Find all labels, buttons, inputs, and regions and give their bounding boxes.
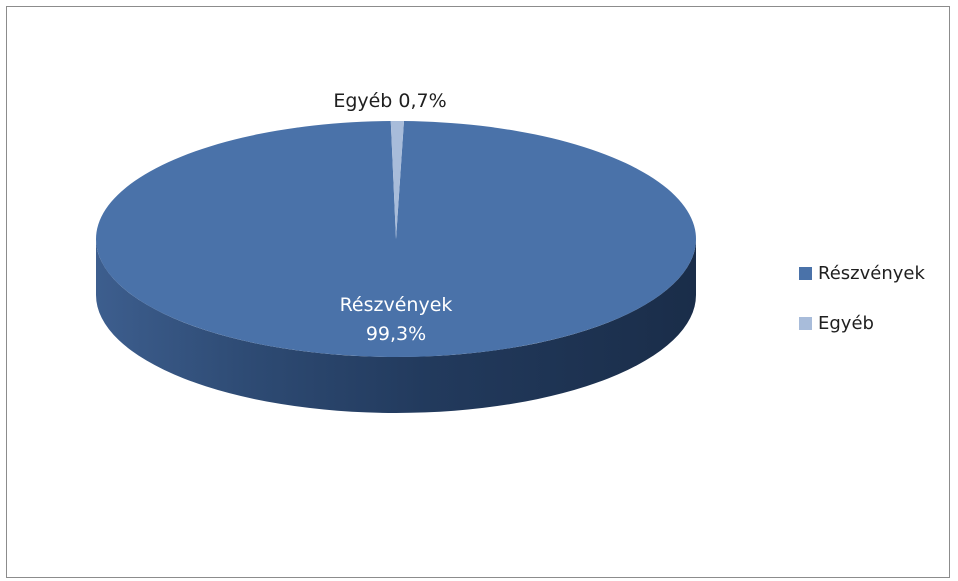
legend-swatch-reszvenyek — [799, 267, 812, 280]
pie-slice-reszvenyek — [96, 121, 697, 358]
legend-item-reszvenyek: Részvények — [799, 263, 925, 284]
pie-chart: Részvények 99,3% Egyéb 0,7% — [96, 90, 697, 413]
data-label-reszvenyek-value: 99,3% — [366, 323, 426, 345]
pie-side-wall — [96, 239, 696, 413]
legend-label-reszvenyek: Részvények — [818, 263, 925, 284]
legend-label-egyeb: Egyéb — [818, 313, 874, 334]
legend-swatch-egyeb — [799, 317, 812, 330]
pie-slice-egyeb — [390, 121, 404, 239]
data-label-reszvenyek-name: Részvények — [340, 294, 453, 316]
chart-frame: Részvények 99,3% Egyéb 0,7% Részvények Egy… — [6, 6, 950, 578]
legend-item-egyeb: Egyéb — [799, 313, 874, 334]
data-label-egyeb: Egyéb 0,7% — [333, 90, 446, 112]
